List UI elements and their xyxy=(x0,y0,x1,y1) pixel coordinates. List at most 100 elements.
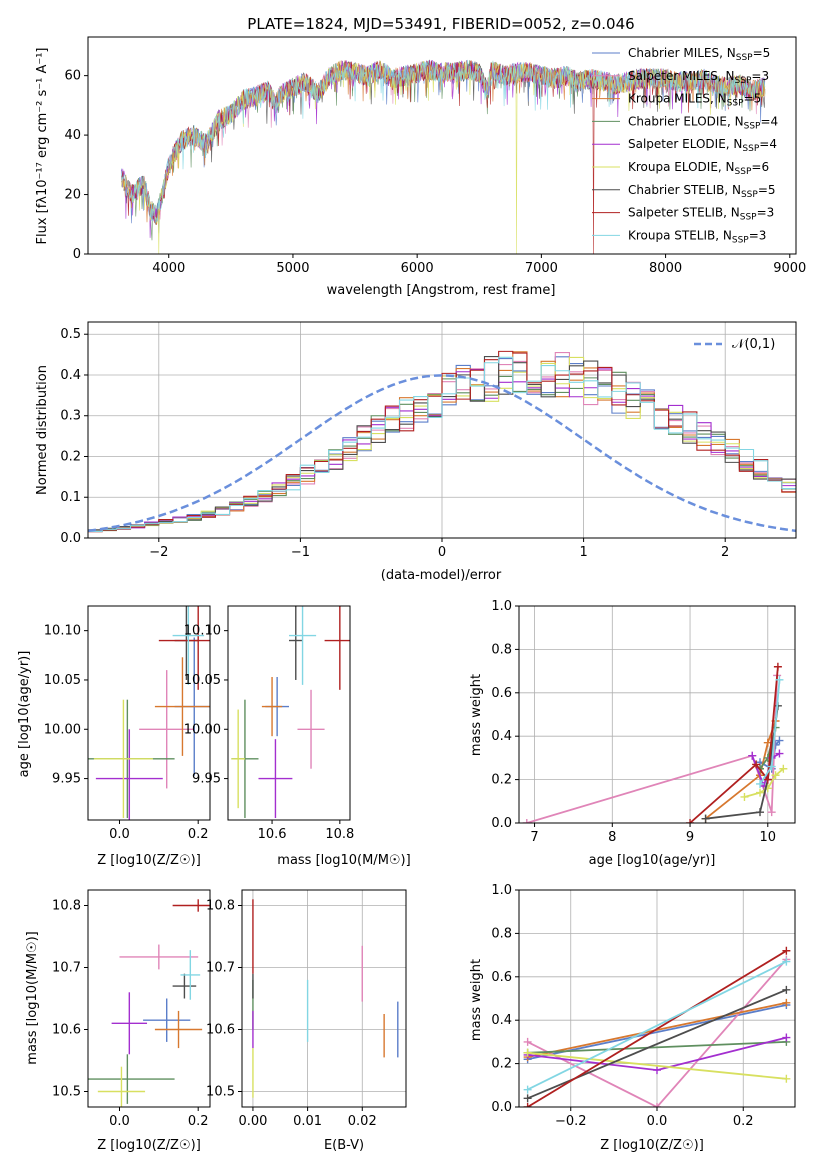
weight_vs_Z-marker-9-2 xyxy=(782,957,791,966)
ytick-label-1: 0.1 xyxy=(60,490,81,505)
weight_vs_age-marker-8-1 xyxy=(686,819,695,823)
ytick-label-3: 0.3 xyxy=(60,409,81,424)
mass-vs-EBV-panel: 0.00 0.01 0.02 10.5 10.6 10.7 10.8 E(B-V) xyxy=(206,889,407,1153)
ytick-label-3: 10.8 xyxy=(52,899,81,914)
ytick-label-2: 40 xyxy=(64,128,81,143)
legend-label-1: Chabrier MILES, NSSP=5 xyxy=(628,46,770,63)
ytick-label-4: 0.4 xyxy=(60,368,81,383)
xtick-label-0: 0.0 xyxy=(109,827,130,842)
weight-vs-age-panel: 7 8 9 10 0.0 0.2 0.4 0.6 0.8 1.0 age [log10(age/y… xyxy=(469,599,796,868)
spectrum-ylabel: Flux [fλ10⁻¹⁷ erg cm⁻² s⁻¹ A⁻¹] xyxy=(35,48,50,245)
xtick-label-1: 5000 xyxy=(276,261,309,276)
weight_vs_Z-marker-2-1 xyxy=(523,1037,532,1046)
ytick-label-0: 10.5 xyxy=(206,1085,235,1100)
weight_vs_age-marker-6-4 xyxy=(771,771,780,780)
ytick-label-3: 10.10 xyxy=(44,624,81,639)
ageM-xlabel: mass [log10(M/M☉)] xyxy=(277,853,410,868)
wZ-xlabel: Z [log10(Z/Z☉)] xyxy=(600,1138,704,1153)
massZ-ylabel: mass [log10(M/M☉)] xyxy=(25,931,40,1064)
ytick-label-1: 10.00 xyxy=(184,722,221,737)
ytick-label-1: 0.2 xyxy=(491,773,512,788)
hist-xlabel: (data-model)/error xyxy=(381,568,502,583)
legend-label-2: Salpeter MILES, NSSP=3 xyxy=(628,69,769,86)
weight_vs_Z-line-8 xyxy=(527,950,787,1107)
xtick-label-1: 0.01 xyxy=(293,1114,322,1129)
spectrum-line-9 xyxy=(121,59,766,223)
weight_vs_age-line-2 xyxy=(526,675,778,823)
age_vs_Z-marks xyxy=(88,606,210,820)
weight_vs_age-line-7 xyxy=(705,705,779,820)
xtick-label-0: 7 xyxy=(530,830,538,845)
xtick-label-0: −0.2 xyxy=(555,1114,587,1129)
weight_vs_age-marker-8-3 xyxy=(763,775,772,784)
age_vs_mass-marks xyxy=(231,606,350,819)
weight_vs_Z-line-4 xyxy=(527,1041,787,1054)
xtick-label-5: 9000 xyxy=(773,261,806,276)
weight_vs_Z-marker-7-2 xyxy=(782,985,791,994)
xtick-label-3: 7000 xyxy=(525,261,558,276)
legend-label-normal: 𝒩(0,1) xyxy=(732,337,775,352)
legend-label-8: Salpeter STELIB, NSSP=3 xyxy=(628,206,774,223)
ageZ-ylabel: age [log10(age/yr)] xyxy=(17,651,32,778)
weight_vs_age-marker-5-4 xyxy=(775,749,784,758)
xtick-label-2: 9 xyxy=(686,830,694,845)
residual-histogram-panel: −2 −1 0 1 2 0.0 0.1 0.2 0.3 0.4 0.5 (data-model)/e… xyxy=(35,321,797,583)
spectrum-frame xyxy=(87,36,797,255)
ytick-label-3: 0.6 xyxy=(491,686,512,701)
weight_vs_Z-marker-6-1 xyxy=(523,1048,532,1057)
xtick-label-1: −1 xyxy=(291,545,310,560)
ytick-label-2: 0.2 xyxy=(60,449,81,464)
weight_vs_age-marker-6-5 xyxy=(779,764,788,773)
legend-label-7: Chabrier STELIB, NSSP=5 xyxy=(628,183,776,200)
xtick-label-2: 0.02 xyxy=(348,1114,377,1129)
weight_vs_Z-marker-6-2 xyxy=(782,1074,791,1083)
xtick-label-0: −2 xyxy=(149,545,168,560)
ytick-label-2: 10.05 xyxy=(184,673,221,688)
age_vs_Z-frame xyxy=(87,605,211,821)
ytick-label-4: 0.8 xyxy=(491,642,512,657)
ytick-label-1: 20 xyxy=(64,188,81,203)
ytick-label-3: 0.6 xyxy=(491,970,512,985)
weight_vs_age-line-3 xyxy=(705,720,777,820)
mass_vs_EBV-frame xyxy=(241,889,407,1108)
spectrum-xlabel: wavelength [Angstrom, rest frame] xyxy=(327,283,556,298)
ytick-label-0: 0.0 xyxy=(491,816,512,831)
ytick-label-4: 0.8 xyxy=(491,926,512,941)
xtick-label-4: 8000 xyxy=(649,261,682,276)
weight_vs_age-marker-9-1 xyxy=(756,779,765,788)
xtick-label-2: 0.2 xyxy=(733,1114,754,1129)
legend-label-5: Salpeter ELODIE, NSSP=4 xyxy=(628,137,777,154)
weight_vs_age-marker-8-4 xyxy=(773,662,782,671)
ytick-label-0: 0.0 xyxy=(491,1100,512,1115)
hist-ylabel: Normed distribution xyxy=(35,365,50,495)
spectrum-panel: 4000 5000 6000 7000 8000 9000 0 20 40 60 waveleng… xyxy=(35,36,806,298)
ytick-label-0: 0.0 xyxy=(60,531,81,546)
weight_vs_Z-marker-8-1 xyxy=(523,1103,532,1107)
weight_vs_Z-marker-2-2 xyxy=(653,1103,661,1107)
spectrum-marks xyxy=(121,59,766,254)
hist-step-9 xyxy=(88,356,796,532)
ytick-label-2: 10.05 xyxy=(44,673,81,688)
massZ-xlabel: Z [log10(Z/Z☉)] xyxy=(97,1138,201,1153)
legend-label-6: Kroupa ELODIE, NSSP=6 xyxy=(628,160,769,177)
xtick-label-0: 10.6 xyxy=(258,827,287,842)
weight_vs_Z-marker-5-3 xyxy=(782,1033,791,1042)
ytick-label-2: 10.7 xyxy=(52,961,81,976)
xtick-label-3: 10 xyxy=(760,830,777,845)
xtick-label-1: 10.8 xyxy=(325,827,354,842)
mass_vs_Z-marks xyxy=(88,899,210,1107)
weight_vs_Z-line-6 xyxy=(527,1051,787,1080)
xtick-label-1: 0.2 xyxy=(188,827,209,842)
xtick-label-4: 2 xyxy=(721,545,729,560)
normal-curve xyxy=(88,374,796,533)
weight_vs_Z-marker-5-2 xyxy=(653,1066,661,1075)
ytick-label-2: 0.4 xyxy=(491,729,512,744)
weight_vs_Z-marker-7-1 xyxy=(523,1094,532,1103)
ytick-label-5: 0.5 xyxy=(60,327,81,342)
age_vs_mass-frame xyxy=(227,605,351,821)
weight-vs-Z-panel: −0.2 0.0 0.2 0.0 0.2 0.4 0.6 0.8 1.0 Z [log10(Z/… xyxy=(469,883,796,1153)
xtick-label-1: 0.0 xyxy=(647,1114,668,1129)
ytick-label-2: 0.4 xyxy=(491,1013,512,1028)
xtick-label-0: 0.0 xyxy=(109,1114,130,1129)
